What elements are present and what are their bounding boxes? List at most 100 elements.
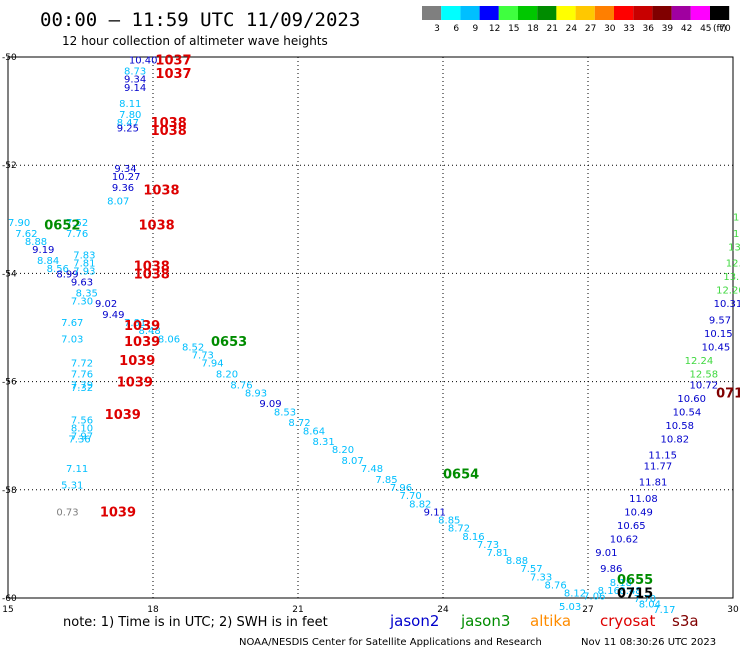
wave-height-point: 7.93	[73, 267, 95, 278]
legend-swatch	[614, 6, 633, 20]
color-scale-legend: 3 6 9 12 15 18 21 24 27 30 33 36 39 42 45 70	[422, 6, 731, 34]
wave-height-point: 8.20	[332, 445, 354, 456]
satellite-s3a: s3a	[672, 612, 699, 630]
wave-height-point: 7.03	[61, 334, 83, 345]
wave-height-point: 10.31	[714, 299, 740, 310]
wave-height-point: 9.36	[112, 183, 134, 194]
x-tick-label: 30	[727, 605, 739, 615]
legend-swatch	[518, 6, 537, 20]
y-tick-label: -54	[2, 269, 17, 279]
y-tick-label: -52	[2, 161, 17, 171]
wave-height-point: 10.15	[704, 329, 733, 340]
satellite-jason2: jason2	[389, 612, 439, 630]
wave-height-point: 9.49	[102, 310, 124, 321]
legend-label: 12	[489, 24, 500, 34]
wave-height-point: 10.40	[129, 56, 158, 67]
y-tick-label: -56	[2, 378, 17, 388]
pass-time-label: 1039	[117, 376, 153, 391]
wave-height-point: 8.20	[216, 369, 238, 380]
pass-time-label: 1039	[100, 505, 136, 520]
y-tick-label: -58	[2, 486, 17, 496]
wave-height-point: 12.58	[690, 369, 719, 380]
legend-swatch	[499, 6, 518, 20]
pass-time-labels: 1037103710381038103810380652103810381039…	[44, 54, 740, 602]
legend-swatch	[460, 6, 479, 20]
legend-label: 45	[700, 24, 711, 34]
footer-timestamp: Nov 11 08:30:26 UTC 2023	[581, 637, 716, 648]
wave-height-point: 7.30	[71, 296, 93, 307]
legend-label: 6	[453, 24, 459, 34]
wave-height-point: 7.11	[66, 464, 88, 475]
legend-unit: (ft)	[713, 24, 727, 34]
wave-height-point: 8.93	[245, 388, 267, 399]
legend-swatch	[537, 6, 556, 20]
legend-swatch	[672, 6, 691, 20]
x-tick-label: 27	[582, 605, 593, 615]
wave-height-point: 11.77	[644, 461, 673, 472]
y-tick-label: -50	[2, 53, 17, 63]
legend-swatch	[710, 6, 729, 20]
footer-credit: NOAA/NESDIS Center for Satellite Applica…	[239, 637, 542, 648]
wave-height-point: 7.72	[71, 359, 93, 370]
wave-height-point: 12.3	[726, 259, 740, 270]
legend-label: 42	[681, 24, 692, 34]
pass-time-label: 0652	[44, 219, 80, 234]
wave-height-point: 5.31	[61, 480, 83, 491]
legend-label: 27	[585, 24, 596, 34]
wave-height-point: 8.07	[107, 196, 129, 207]
wave-height-point: 11.08	[629, 494, 658, 505]
pass-time-label: 1039	[124, 319, 160, 334]
legend-swatch	[422, 6, 441, 20]
wave-height-point: 13.	[728, 242, 740, 253]
wave-height-point: 9.57	[709, 315, 731, 326]
wave-height-point: 12.20	[716, 286, 740, 297]
legend-label: 36	[642, 24, 654, 34]
wave-height-point: 8.06	[158, 334, 180, 345]
wave-height-point: 9.63	[71, 278, 93, 289]
wave-height-point: 10.82	[661, 434, 690, 445]
legend-label: 9	[473, 24, 479, 34]
satellite-altika: altika	[530, 612, 571, 630]
chart-subtitle: 12 hour collection of altimeter wave hei…	[62, 34, 328, 48]
legend-label: 39	[662, 24, 674, 34]
pass-time-label: 1037	[155, 67, 191, 82]
wave-height-point: 10.62	[610, 534, 639, 545]
legend-swatch	[595, 6, 614, 20]
wave-height-point: 7.67	[61, 318, 83, 329]
legend-label: 15	[508, 24, 519, 34]
satellite-jason3: jason3	[460, 612, 510, 630]
pass-time-label: 1039	[124, 335, 160, 350]
legend-label: 21	[546, 24, 557, 34]
legend-swatch	[441, 6, 460, 20]
legend-swatch	[633, 6, 652, 20]
wave-height-point: 7.90	[8, 218, 30, 229]
wave-height-point: 9.25	[117, 123, 139, 134]
y-tick-label: -60	[2, 594, 17, 604]
wave-height-point: 11.15	[648, 451, 677, 462]
legend-label: 33	[623, 24, 634, 34]
wave-height-point: 7.94	[201, 359, 223, 370]
wave-height-point: 8.53	[274, 407, 296, 418]
pass-time-label: 1038	[139, 219, 175, 234]
legend-label: 18	[527, 24, 539, 34]
x-tick-label: 21	[292, 605, 303, 615]
wave-height-point: 8.11	[119, 99, 141, 110]
wave-height-point: 12.24	[685, 356, 714, 367]
wave-height-point: 9.14	[124, 83, 146, 94]
wave-height-point: 7.48	[361, 464, 383, 475]
legend-swatch	[576, 6, 595, 20]
legend-label: 30	[604, 24, 616, 34]
pass-time-label: 0654	[443, 468, 479, 483]
pass-time-label: 0715	[617, 587, 653, 602]
wave-height-labels: 10.408.739.349.148.117.808.479.259.3410.…	[8, 56, 740, 616]
x-tick-label: 18	[147, 605, 159, 615]
wave-height-point: 9.19	[32, 245, 54, 256]
legend-label: 3	[434, 24, 440, 34]
x-tick-label: 15	[2, 605, 13, 615]
wave-height-point: 7.76	[71, 369, 93, 380]
wave-height-point: 11.81	[639, 478, 668, 489]
legend-label: 24	[566, 24, 578, 34]
legend-swatch	[556, 6, 575, 20]
satellite-legend: jason2 jason3 altika cryosat s3a	[389, 612, 699, 630]
pass-time-label: 1039	[105, 408, 141, 423]
